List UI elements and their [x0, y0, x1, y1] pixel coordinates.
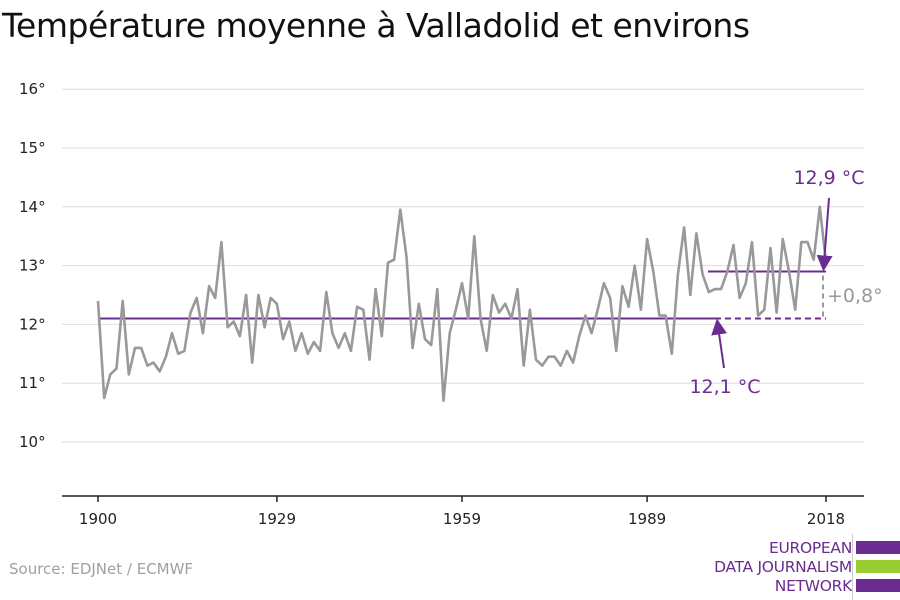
y-tick-label: 10°: [19, 433, 46, 451]
y-tick-label: 15°: [19, 139, 46, 157]
x-tick-label: 1989: [628, 510, 666, 528]
logo-bar-purple-bottom: [856, 579, 900, 592]
y-tick-label: 13°: [19, 257, 46, 275]
baseline-label-arrow: [711, 318, 728, 369]
logo-line-european: EUROPEAN: [768, 539, 852, 557]
y-tick-label: 11°: [19, 374, 46, 392]
x-tick-label: 2018: [807, 510, 845, 528]
y-tick-label: 12°: [19, 315, 46, 333]
logo-bar-purple-top: [856, 541, 900, 554]
edjnet-logo: EUROPEAN DATA JOURNALISM NETWORK: [710, 534, 900, 600]
logo-line-network: NETWORK: [774, 577, 853, 595]
x-tick-label: 1900: [79, 510, 117, 528]
chart-title: Température moyenne à Valladolid et envi…: [2, 6, 750, 45]
logo-line-data-journalism: DATA JOURNALISM: [714, 558, 852, 576]
source-note: Source: EDJNet / ECMWF: [9, 560, 194, 578]
baseline-mean-label: 12,1 °C: [689, 376, 760, 398]
recent-label-arrow: [816, 197, 833, 272]
difference-label: +0,8°: [827, 285, 883, 307]
x-tick-label: 1959: [443, 510, 481, 528]
temperature-series-line: [96, 205, 828, 403]
x-tick-label: 1929: [258, 510, 296, 528]
y-tick-label: 14°: [19, 198, 46, 216]
recent-mean-label: 12,9 °C: [793, 167, 864, 189]
logo-divider: [852, 534, 853, 600]
logo-bar-green: [856, 560, 900, 573]
y-tick-label: 16°: [19, 80, 46, 98]
